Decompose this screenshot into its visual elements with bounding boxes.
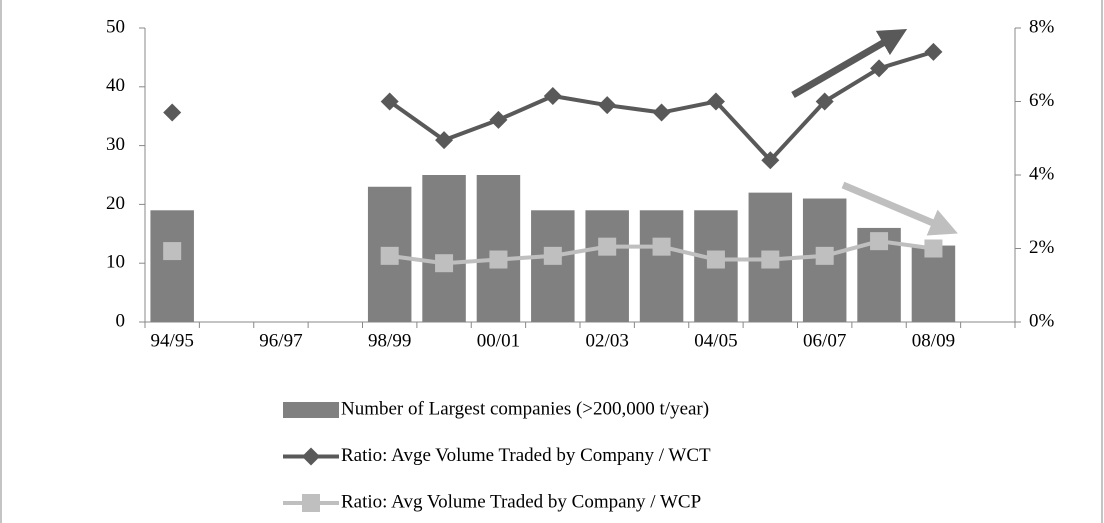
- point: [489, 250, 508, 269]
- point: [598, 96, 617, 115]
- point: [435, 254, 454, 273]
- x-tick-label: 04/05: [694, 330, 737, 351]
- point: [924, 239, 943, 258]
- point: [870, 59, 889, 78]
- x-tick-label: 02/03: [586, 330, 629, 351]
- bar: [639, 210, 684, 322]
- y2-tick-label: 8%: [1029, 16, 1055, 37]
- y-tick-label: 40: [106, 75, 125, 96]
- point: [706, 92, 725, 111]
- y-tick-label: 30: [106, 134, 125, 155]
- y2-tick-label: 6%: [1029, 90, 1055, 111]
- point: [706, 250, 725, 269]
- point: [380, 92, 399, 111]
- bar: [476, 175, 521, 322]
- y-tick-label: 50: [106, 16, 125, 37]
- trend-arrow-down: [841, 181, 958, 236]
- y2-tick-label: 4%: [1029, 163, 1055, 184]
- bar: [422, 175, 466, 322]
- y-tick-label: 10: [106, 252, 125, 273]
- point: [870, 232, 889, 251]
- legend-label: Number of Largest companies (>200,000 t/…: [341, 398, 709, 419]
- point: [435, 131, 454, 150]
- x-tick-label: 98/99: [368, 330, 411, 351]
- point: [163, 242, 182, 261]
- x-tick-label: 08/09: [912, 330, 955, 351]
- point: [598, 237, 617, 256]
- point: [380, 246, 399, 265]
- legend-marker: [302, 494, 320, 512]
- point: [163, 103, 182, 122]
- x-tick-label: 06/07: [803, 330, 846, 351]
- point: [652, 103, 671, 122]
- y2-tick-label: 2%: [1029, 237, 1055, 258]
- point: [761, 151, 780, 170]
- legend-marker: [302, 447, 320, 466]
- point: [543, 86, 562, 105]
- point: [489, 110, 508, 129]
- bar: [911, 245, 956, 322]
- x-tick-label: 96/97: [259, 330, 302, 351]
- y-tick-label: 20: [106, 193, 125, 214]
- point: [815, 92, 834, 111]
- bar: [531, 210, 575, 322]
- point: [815, 246, 834, 265]
- bar: [585, 210, 629, 322]
- point: [652, 237, 671, 256]
- legend-label: Ratio: Avge Volume Traded by Company / W…: [341, 445, 711, 466]
- y2-tick-label: 0%: [1029, 310, 1055, 331]
- point: [761, 250, 780, 269]
- x-tick-label: 00/01: [477, 330, 520, 351]
- legend-swatch: [283, 402, 339, 418]
- legend-label: Ratio: Avg Volume Traded by Company / WC…: [341, 491, 701, 512]
- bar: [150, 210, 194, 322]
- y-tick-label: 0: [116, 310, 126, 331]
- trend-arrow-up: [791, 28, 908, 99]
- point: [924, 42, 943, 61]
- point: [543, 246, 562, 265]
- x-tick-label: 94/95: [151, 330, 194, 351]
